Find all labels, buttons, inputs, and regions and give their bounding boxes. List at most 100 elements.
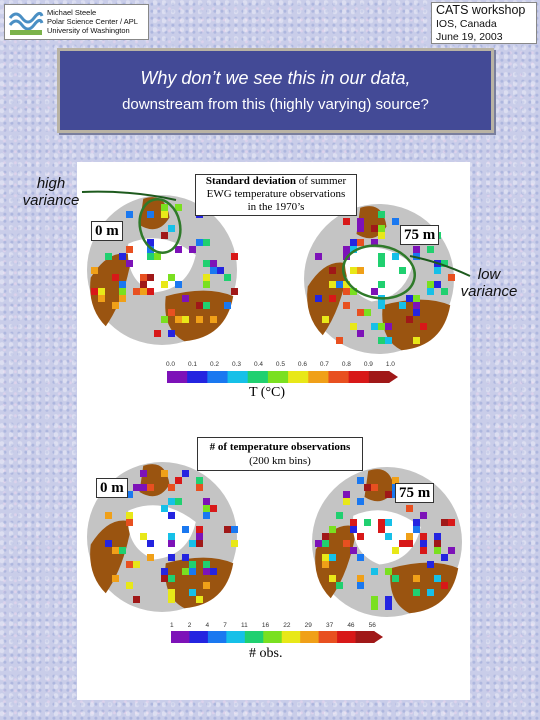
top-right-map-cell xyxy=(413,295,420,302)
top-colorbar-tick-8: 0.8 xyxy=(341,361,351,368)
top-right-map-cell xyxy=(357,239,364,246)
top-left-map-cell xyxy=(98,288,105,295)
top-left-map-cell xyxy=(175,281,182,288)
bottom-colorbar-swatch-4 xyxy=(244,631,264,643)
top-right-map-cell xyxy=(392,218,399,225)
bottom-left-map-cell xyxy=(203,505,210,512)
top-right-map-cell xyxy=(378,337,385,344)
bottom-depth-right-label: 75 m xyxy=(395,483,435,503)
top-left-map-cell xyxy=(161,204,168,211)
author-name: Michael Steele xyxy=(47,8,97,17)
bottom-right-map-cell xyxy=(441,582,448,589)
top-left-map-cell xyxy=(119,253,126,260)
bottom-colorbar-tick-1: 2 xyxy=(187,622,192,629)
top-right-map-cell xyxy=(441,260,448,267)
bottom-colorbar-arrow xyxy=(374,631,383,643)
bottom-left-map-cell xyxy=(196,596,203,603)
bottom-colorbar-swatch-5 xyxy=(263,631,283,643)
bottom-panel-title-line1: # of temperature observations xyxy=(209,441,351,453)
bottom-left-map-cell xyxy=(119,547,126,554)
bottom-right-map-cell xyxy=(364,484,371,491)
bottom-left-map-cell xyxy=(147,484,154,491)
bottom-right-map-cell xyxy=(322,554,329,561)
top-colorbar-tick-6: 0.6 xyxy=(297,361,307,368)
bottom-right-map-cell xyxy=(329,575,336,582)
top-right-map-cell xyxy=(392,253,399,260)
top-right-map-cell xyxy=(378,281,385,288)
bottom-right-map-cell xyxy=(420,512,427,519)
top-left-map-cell xyxy=(140,281,147,288)
high-variance-word2: variance xyxy=(22,192,80,209)
top-right-map-cell xyxy=(448,274,455,281)
workshop-name: CATS workshop xyxy=(436,3,526,17)
bottom-right-map-cell xyxy=(420,540,427,547)
bottom-colorbar-tick-6: 22 xyxy=(283,622,291,629)
top-left-map-land-east xyxy=(165,290,234,342)
bottom-left-map-cell xyxy=(189,589,196,596)
top-left-map-cell xyxy=(105,253,112,260)
bottom-left-map-cell xyxy=(140,484,147,491)
bottom-colorbar-tick-3: 7 xyxy=(223,622,227,629)
top-left-map-cell xyxy=(168,274,175,281)
bottom-left-map-cell xyxy=(210,568,217,575)
bottom-left-map-cell xyxy=(168,596,175,603)
top-left-map-cell xyxy=(210,260,217,267)
top-left-map-cell xyxy=(175,204,182,211)
top-left-map-cell xyxy=(203,281,210,288)
bottom-right-map-cell xyxy=(434,540,441,547)
top-colorbar-swatch-6 xyxy=(288,371,309,383)
top-colorbar-tick-7: 0.7 xyxy=(319,361,329,368)
top-right-map-cell xyxy=(385,337,392,344)
bottom-right-map-cell xyxy=(385,491,392,498)
top-right-map-cell xyxy=(336,281,343,288)
bottom-left-map-cell xyxy=(182,568,189,575)
bottom-right-map-cell xyxy=(315,540,322,547)
top-right-map-cell xyxy=(406,295,413,302)
top-left-map-cell xyxy=(161,316,168,323)
bottom-left-map-cell xyxy=(203,568,210,575)
bottom-right-map-cell xyxy=(357,477,364,484)
top-left-map-cell xyxy=(112,302,119,309)
top-right-map-cell xyxy=(378,260,385,267)
bottom-depth-left-label: 0 m xyxy=(96,478,128,498)
bottom-left-map-cell xyxy=(105,512,112,519)
bottom-left-map-cell xyxy=(168,554,175,561)
top-right-map-ocean xyxy=(344,247,413,302)
top-right-map-cell xyxy=(357,218,364,225)
top-right-map-cell xyxy=(350,323,357,330)
top-colorbar-swatch-5 xyxy=(267,371,289,383)
bottom-colorbar-swatch-7 xyxy=(300,631,320,643)
bottom-left-map-cell xyxy=(168,498,175,505)
bottom-left-map-cell xyxy=(126,512,133,519)
bottom-right-map-cell xyxy=(434,533,441,540)
top-left-map-cell xyxy=(119,281,126,288)
bottom-right-map-cell xyxy=(413,526,420,533)
top-right-map-cell xyxy=(343,218,350,225)
bottom-right-map-cell xyxy=(434,547,441,554)
top-right-map-cell xyxy=(413,302,420,309)
workshop-location: IOS, Canada xyxy=(436,18,497,30)
bottom-left-map-cell xyxy=(231,540,238,547)
top-left-map-cell xyxy=(98,295,105,302)
bottom-right-map-cell xyxy=(448,547,455,554)
top-left-map-cell xyxy=(168,330,175,337)
top-right-map-cell xyxy=(343,288,350,295)
top-left-map-cell xyxy=(147,288,154,295)
bottom-left-map-cell xyxy=(126,519,133,526)
top-right-map-cell xyxy=(378,225,385,232)
bottom-left-map-cell xyxy=(140,533,147,540)
top-right-map-cell xyxy=(378,323,385,330)
top-colorbar-swatch-1 xyxy=(187,371,208,383)
top-right-map-cell xyxy=(399,302,406,309)
top-left-map-cell xyxy=(91,267,98,274)
bottom-right-map-cell xyxy=(378,519,385,526)
bottom-left-map-cell xyxy=(189,561,196,568)
top-left-map-land-west xyxy=(90,253,132,327)
bottom-left-map-cell xyxy=(126,561,133,568)
bottom-right-map-cell xyxy=(371,484,378,491)
top-left-map-cell xyxy=(203,302,210,309)
bottom-left-map-cell xyxy=(203,582,210,589)
top-colorbar-swatch-4 xyxy=(247,371,269,383)
low-variance-annotation: low variance xyxy=(452,266,526,300)
bottom-right-map-cell xyxy=(350,519,357,526)
